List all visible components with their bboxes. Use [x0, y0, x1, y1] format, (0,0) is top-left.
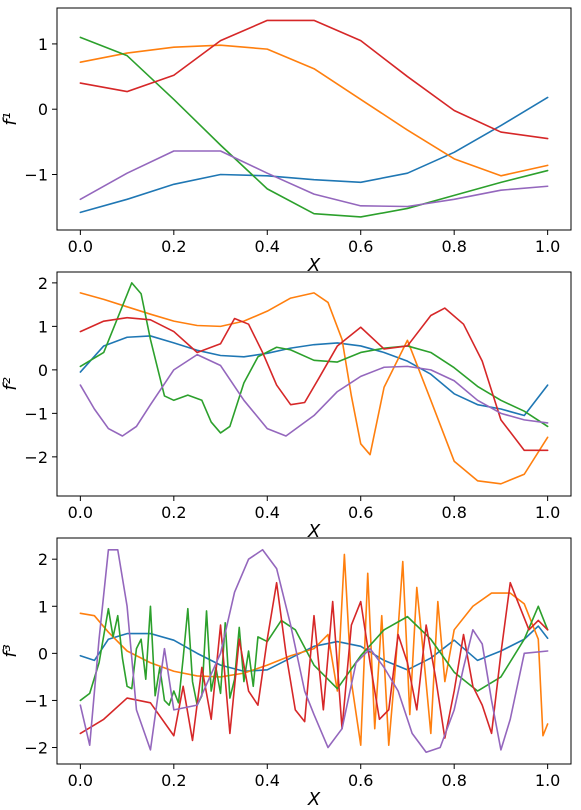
y-tick-label: −1	[24, 166, 48, 185]
x-tick-label: 0.8	[441, 771, 466, 790]
x-tick-label: 0.4	[255, 771, 280, 790]
x-tick-label: 1.0	[535, 503, 560, 522]
y-tick-label: −2	[24, 448, 48, 467]
x-tick-label: 0.4	[255, 237, 280, 256]
x-tick-label: 0.2	[161, 237, 186, 256]
x-tick-label: 0.6	[348, 237, 373, 256]
series-line-1	[79, 625, 549, 673]
y-tick-label: −2	[24, 739, 48, 758]
series-line-2	[79, 44, 549, 177]
plot-frame	[56, 7, 572, 231]
subplot-1: 0.0 0.2 0.4 0.6 0.8 1.0 1 0 −1 Xf¹	[0, 7, 572, 276]
x-axis-label: X	[307, 521, 321, 542]
series-line-1	[79, 96, 549, 214]
subplot-3: 0.0 0.2 0.4 0.6 0.8 1.0 2 1 0 −1 −2 Xf³	[0, 537, 572, 810]
series-line-4	[79, 19, 549, 140]
y-axis-label: f²	[0, 377, 21, 391]
x-axis-label: X	[307, 789, 321, 810]
x-tick-label: 0.6	[348, 503, 373, 522]
y-tick-label: 1	[38, 35, 48, 54]
series-line-5	[79, 150, 549, 208]
x-tick-label: 0.8	[441, 237, 466, 256]
y-axis-label: f³	[0, 644, 21, 658]
series-line-3	[79, 282, 549, 434]
x-tick-label: 1.0	[535, 771, 560, 790]
x-tick-label: 0.0	[68, 237, 93, 256]
x-axis-label: X	[307, 255, 321, 276]
x-tick-label: 0.2	[161, 503, 186, 522]
x-tick-label: 0.2	[161, 771, 186, 790]
series-line-2	[79, 292, 549, 485]
x-tick-label: 1.0	[535, 237, 560, 256]
x-tick-label: 0.4	[255, 503, 280, 522]
plot-frame	[56, 271, 572, 497]
x-tick-label: 0.6	[348, 771, 373, 790]
x-tick-label: 0.0	[68, 503, 93, 522]
series-line-5	[79, 353, 549, 437]
y-tick-label: 1	[38, 597, 48, 616]
y-tick-label: −1	[24, 691, 48, 710]
y-tick-label: 0	[38, 361, 48, 380]
series-line-2	[79, 553, 549, 746]
series-line-1	[79, 335, 549, 417]
x-tick-label: 0.8	[441, 503, 466, 522]
series-line-5	[79, 548, 549, 754]
x-tick-label: 0.0	[68, 771, 93, 790]
y-tick-label: 2	[38, 274, 48, 293]
y-axis-label: f¹	[0, 112, 21, 126]
y-tick-label: 0	[38, 644, 48, 663]
subplot-2: 0.0 0.2 0.4 0.6 0.8 1.0 2 1 0 −1 −2 Xf²	[0, 271, 572, 542]
series-line-3	[79, 36, 549, 218]
y-tick-label: 1	[38, 317, 48, 336]
y-tick-label: −1	[24, 404, 48, 423]
series-line-4	[79, 307, 549, 452]
y-tick-label: 2	[38, 550, 48, 569]
y-tick-label: 0	[38, 100, 48, 119]
plot-frame	[56, 537, 572, 765]
